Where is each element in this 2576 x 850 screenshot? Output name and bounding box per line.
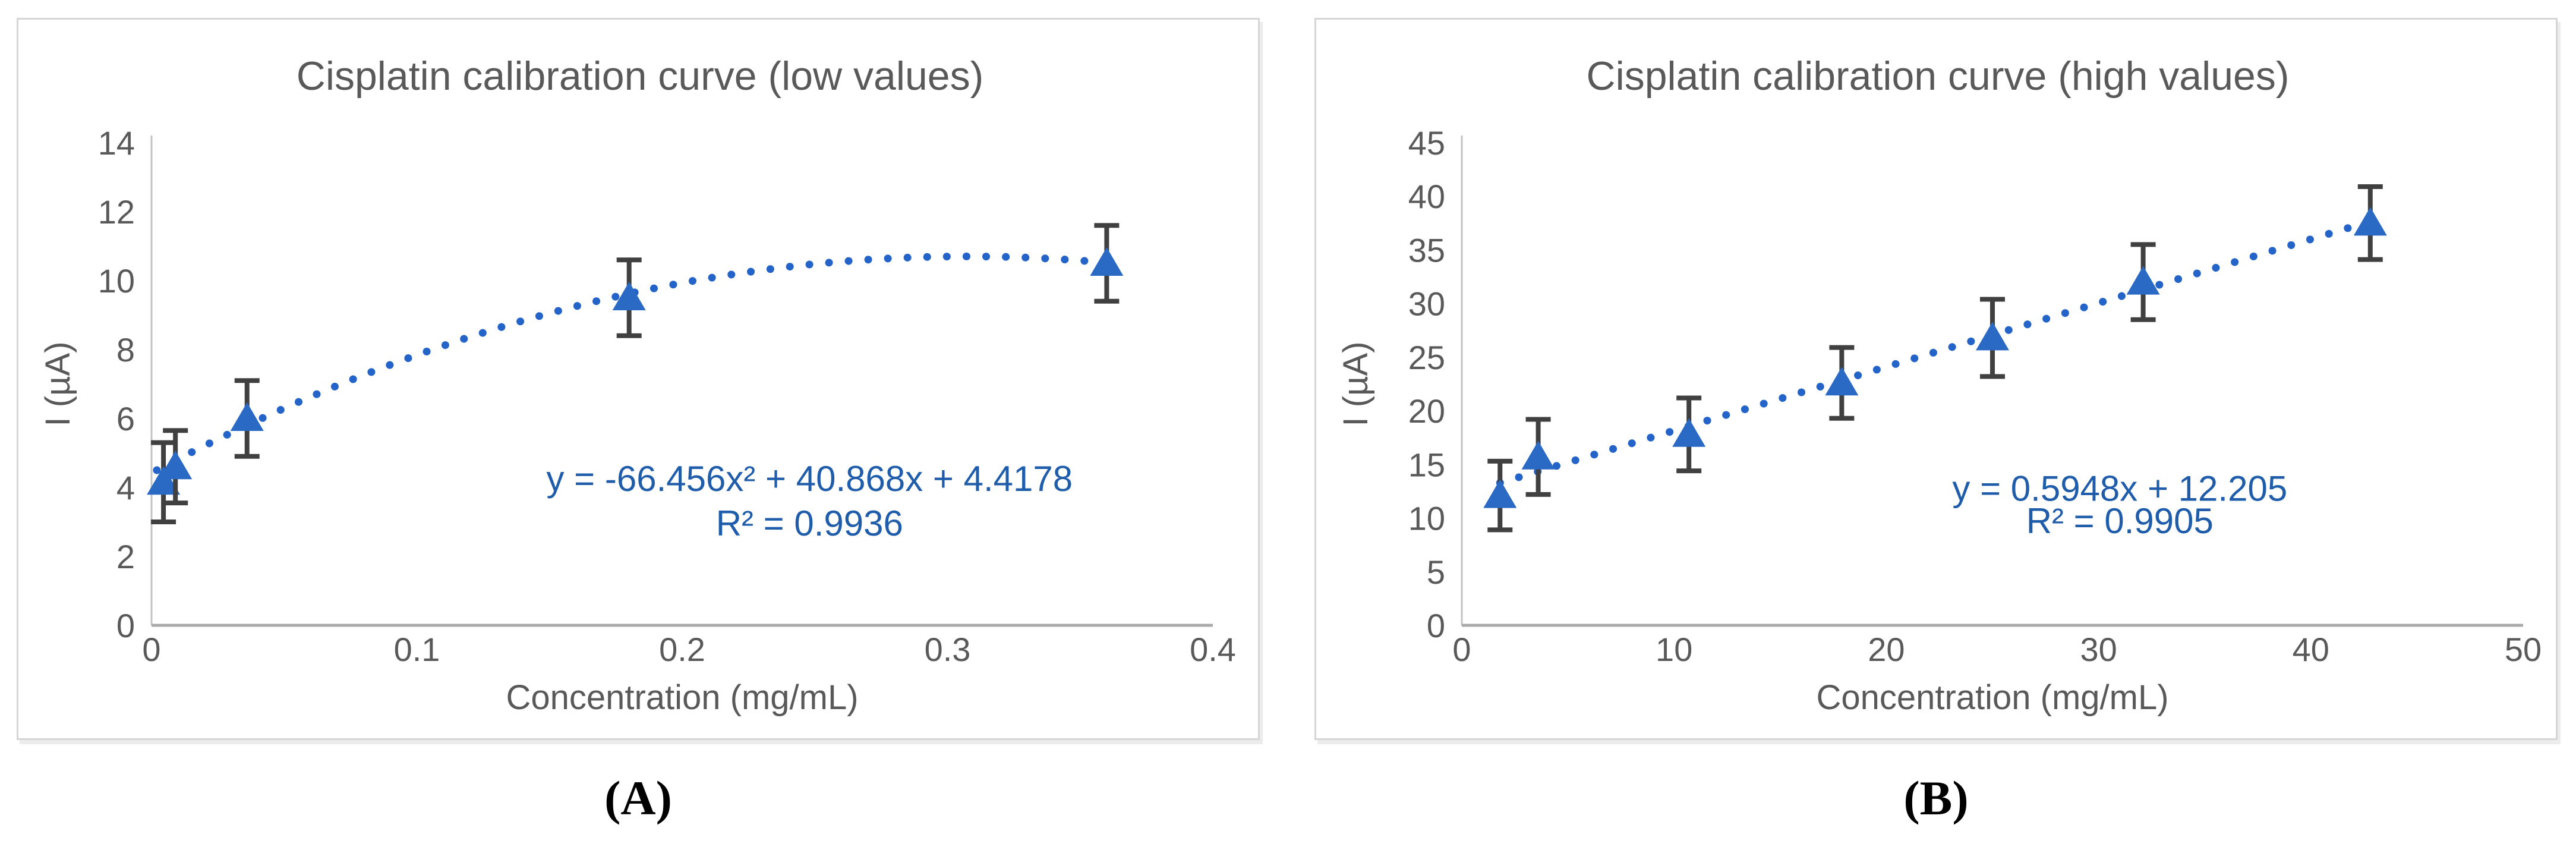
chart-title: Cisplatin calibration curve (low values) <box>297 53 983 99</box>
y-axis-title: I (µA) <box>39 342 77 427</box>
r-squared-label: R² = 0.9905 <box>2026 501 2214 541</box>
r-squared-label: R² = 0.9936 <box>716 503 903 543</box>
data-point-marker <box>230 402 264 431</box>
x-tick-label: 0 <box>142 631 160 668</box>
panel-b: Cisplatin calibration curve (high values… <box>1314 18 2558 740</box>
data-point-marker <box>159 451 193 480</box>
x-tick-label: 40 <box>2293 631 2329 668</box>
panel-a-caption-text: (A) <box>604 771 672 825</box>
y-axis-title: I (µA) <box>1336 342 1375 427</box>
panel-a: Cisplatin calibration curve (low values)… <box>17 18 1260 740</box>
x-tick-label: 50 <box>2505 631 2542 668</box>
x-tick-label: 10 <box>1656 631 1692 668</box>
panel-b-caption: (B) <box>1314 754 2558 843</box>
trendline <box>1496 217 2375 487</box>
data-point-marker <box>612 282 646 310</box>
panel-a-caption: (A) <box>17 754 1260 843</box>
y-tick-label: 6 <box>116 400 135 437</box>
data-point-marker <box>1521 440 1555 470</box>
panel-b-caption-text: (B) <box>1903 771 1969 825</box>
x-tick-label: 30 <box>2080 631 2117 668</box>
data-point-marker <box>1825 367 1859 396</box>
y-tick-label: 15 <box>1408 446 1445 483</box>
y-tick-label: 45 <box>1408 124 1445 162</box>
equation-label: y = 0.5948x + 12.205 <box>1952 469 2287 509</box>
x-axis-title: Concentration (mg/mL) <box>506 678 858 717</box>
data-point-marker <box>2353 207 2387 236</box>
x-tick-label: 0 <box>1452 631 1471 668</box>
x-tick-label: 20 <box>1868 631 1905 668</box>
y-tick-label: 25 <box>1408 339 1445 376</box>
data-point-marker <box>1672 418 1706 447</box>
y-tick-label: 10 <box>98 262 135 300</box>
x-tick-label: 0.2 <box>659 631 705 668</box>
data-point-marker <box>147 466 181 495</box>
chart-b-svg: Cisplatin calibration curve (high values… <box>1336 53 2542 717</box>
y-tick-label: 8 <box>116 331 135 369</box>
chart-a-svg: Cisplatin calibration curve (low values)… <box>39 53 1236 717</box>
y-tick-label: 40 <box>1408 178 1445 215</box>
y-tick-label: 12 <box>98 193 135 231</box>
y-tick-label: 10 <box>1408 500 1445 537</box>
y-tick-label: 30 <box>1408 285 1445 323</box>
y-tick-label: 0 <box>1427 607 1445 644</box>
y-tick-label: 14 <box>98 124 135 162</box>
y-tick-label: 4 <box>116 469 135 506</box>
y-tick-label: 35 <box>1408 231 1445 269</box>
equation-label: y = -66.456x² + 40.868x + 4.4178 <box>546 459 1073 499</box>
y-tick-label: 0 <box>116 607 135 644</box>
x-axis-title: Concentration (mg/mL) <box>1816 678 2168 717</box>
data-point-marker <box>1090 247 1124 276</box>
x-tick-label: 0.3 <box>925 631 971 668</box>
y-tick-label: 5 <box>1427 553 1445 591</box>
data-point-marker <box>1976 322 2009 351</box>
chart-title: Cisplatin calibration curve (high values… <box>1587 53 2290 99</box>
y-tick-label: 20 <box>1408 392 1445 430</box>
data-point-marker <box>2126 266 2160 295</box>
x-tick-label: 0.4 <box>1190 631 1236 668</box>
y-tick-label: 2 <box>116 538 135 575</box>
data-point-marker <box>1483 479 1517 508</box>
x-tick-label: 0.1 <box>394 631 440 668</box>
